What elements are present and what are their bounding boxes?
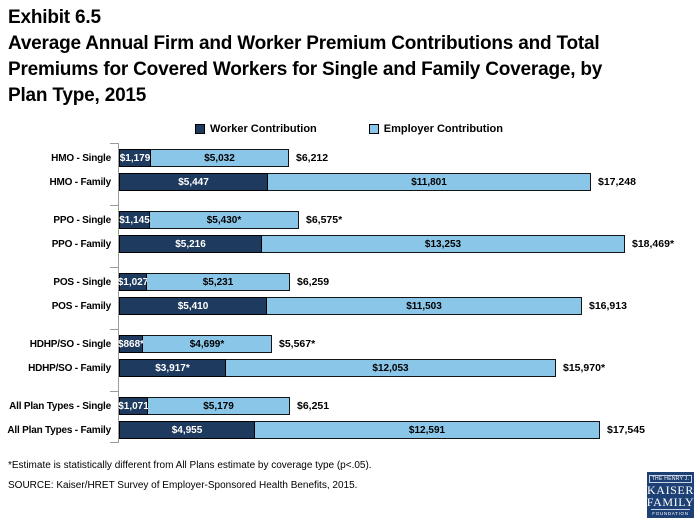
bar-track: $1,071 $5,179 (118, 397, 290, 415)
row-label: HMO - Single (51, 152, 111, 164)
logo-text-henry: THE HENRY J. (648, 475, 693, 483)
footnote-source: SOURCE: Kaiser/HRET Survey of Employer-S… (8, 480, 358, 491)
worker-bar-segment: $868* (118, 335, 144, 353)
row-label: HDHP/SO - Family (28, 362, 111, 374)
total-premium-label: $16,913 (589, 300, 627, 312)
row-label: All Plan Types - Family (7, 424, 111, 436)
total-premium-label: $6,575* (306, 214, 343, 226)
kaiser-family-foundation-logo: THE HENRY J. KAISER FAMILY FOUNDATION (647, 472, 694, 518)
chart-row: POS - Family $5,410 $11,503 $16,913 (0, 297, 698, 315)
bar-track: $5,447 $11,801 (119, 173, 591, 191)
exhibit-number: Exhibit 6.5 (8, 7, 101, 28)
worker-bar-segment: $5,216 (119, 235, 262, 253)
legend-label-worker: Worker Contribution (210, 123, 317, 135)
row-label: HDHP/SO - Single (29, 338, 111, 350)
chart-row: HDHP/SO - Single $868* $4,699* $5,567* (0, 335, 698, 353)
chart-row: HDHP/SO - Family $3,917* $12,053 $15,970* (0, 359, 698, 377)
page-title-line-3: Plan Type, 2015 (8, 85, 147, 106)
employer-bar-segment: $12,053 (226, 359, 556, 377)
chart-row: HMO - Family $5,447 $11,801 $17,248 (0, 173, 698, 191)
worker-bar-segment: $1,027 (118, 273, 148, 291)
plan-group-hdhp-so: HDHP/SO - Single $868* $4,699* $5,567* HDHP/… (0, 329, 698, 391)
worker-bar-segment: $3,917* (119, 359, 226, 377)
chart-row: POS - Single $1,027 $5,231 $6,259 (0, 273, 698, 291)
title-block: Exhibit 6.5 Average Annual Firm and Work… (0, 0, 698, 109)
legend-item-employer: Employer Contribution (368, 123, 503, 135)
row-label: PPO - Single (53, 214, 111, 226)
footnotes: *Estimate is statistically different fro… (8, 459, 698, 492)
bar-track: $1,145 $5,430* (119, 211, 299, 229)
plan-group-hmo: HMO - Single $1,179 $5,032 $6,212 HMO - Fami… (0, 143, 698, 205)
logo-text-family: FAMILY (646, 495, 695, 509)
total-premium-label: $6,251 (297, 400, 330, 412)
worker-bar-segment: $4,955 (119, 421, 255, 439)
total-premium-label: $5,567* (279, 338, 316, 350)
legend-label-employer: Employer Contribution (383, 123, 503, 135)
employer-bar-segment: $11,801 (268, 173, 591, 191)
employer-bar-segment: $12,591 (255, 421, 600, 439)
total-premium-label: $17,248 (598, 176, 636, 188)
bar-track: $4,955 $12,591 (119, 421, 600, 439)
employer-bar-segment: $13,253 (262, 235, 625, 253)
row-label: POS - Family (51, 300, 111, 312)
chart-row: All Plan Types - Family $4,955 $12,591 $17,… (0, 421, 698, 439)
total-premium-label: $6,212 (296, 152, 329, 164)
plan-group-all-plan-types: All Plan Types - Single $1,071 $5,179 $6,25… (0, 391, 698, 443)
footnote-asterisk: *Estimate is statistically different fro… (8, 460, 372, 471)
row-label: PPO - Family (51, 238, 111, 250)
bar-track: $5,410 $11,503 (119, 297, 582, 315)
page-title-line-1: Average Annual Firm and Worker Premium C… (8, 33, 600, 54)
bar-track: $1,179 $5,032 (119, 149, 289, 167)
worker-bar-segment: $1,071 (118, 397, 149, 415)
employer-bar-segment: $5,430* (150, 211, 299, 229)
row-label: POS - Single (53, 276, 111, 288)
plan-group-pos: POS - Single $1,027 $5,231 $6,259 POS - Fami… (0, 267, 698, 329)
chart-row: PPO - Family $5,216 $13,253 $18,469* (0, 235, 698, 253)
worker-swatch-icon (195, 124, 206, 134)
worker-bar-segment: $5,410 (119, 297, 267, 315)
employer-bar-segment: $5,179 (148, 397, 290, 415)
employer-bar-segment: $11,503 (267, 297, 582, 315)
worker-bar-segment: $1,179 (119, 149, 151, 167)
bar-track: $5,216 $13,253 (119, 235, 625, 253)
total-premium-label: $17,545 (607, 424, 645, 436)
bar-track: $1,027 $5,231 (118, 273, 290, 291)
total-premium-label: $18,469* (632, 238, 675, 250)
employer-bar-segment: $5,231 (147, 273, 290, 291)
legend-item-worker: Worker Contribution (195, 123, 317, 135)
total-premium-label: $15,970* (563, 362, 606, 374)
chart-row: All Plan Types - Single $1,071 $5,179 $6,25… (0, 397, 698, 415)
logo-text-foundation: FOUNDATION (651, 509, 690, 516)
page-title-line-2: Premiums for Covered Workers for Single … (8, 59, 603, 80)
chart-row: HMO - Single $1,179 $5,032 $6,212 (0, 149, 698, 167)
employer-bar-segment: $5,032 (151, 149, 289, 167)
employer-swatch-icon (368, 124, 379, 134)
worker-bar-segment: $1,145 (119, 211, 150, 229)
row-label: All Plan Types - Single (9, 400, 111, 412)
stacked-bar-chart: HMO - Single $1,179 $5,032 $6,212 HMO - Fami… (0, 143, 698, 443)
bar-track: $868* $4,699* (118, 335, 272, 353)
row-label: HMO - Family (49, 176, 112, 188)
worker-bar-segment: $5,447 (119, 173, 268, 191)
chart-legend: Worker Contribution Employer Contributio… (0, 123, 698, 135)
employer-bar-segment: $4,699* (143, 335, 272, 353)
logo-text-kaiser: KAISER (647, 483, 694, 497)
chart-row: PPO - Single $1,145 $5,430* $6,575* (0, 211, 698, 229)
plan-group-ppo: PPO - Single $1,145 $5,430* $6,575* PPO - Fa… (0, 205, 698, 267)
total-premium-label: $6,259 (297, 276, 330, 288)
bar-track: $3,917* $12,053 (119, 359, 556, 377)
